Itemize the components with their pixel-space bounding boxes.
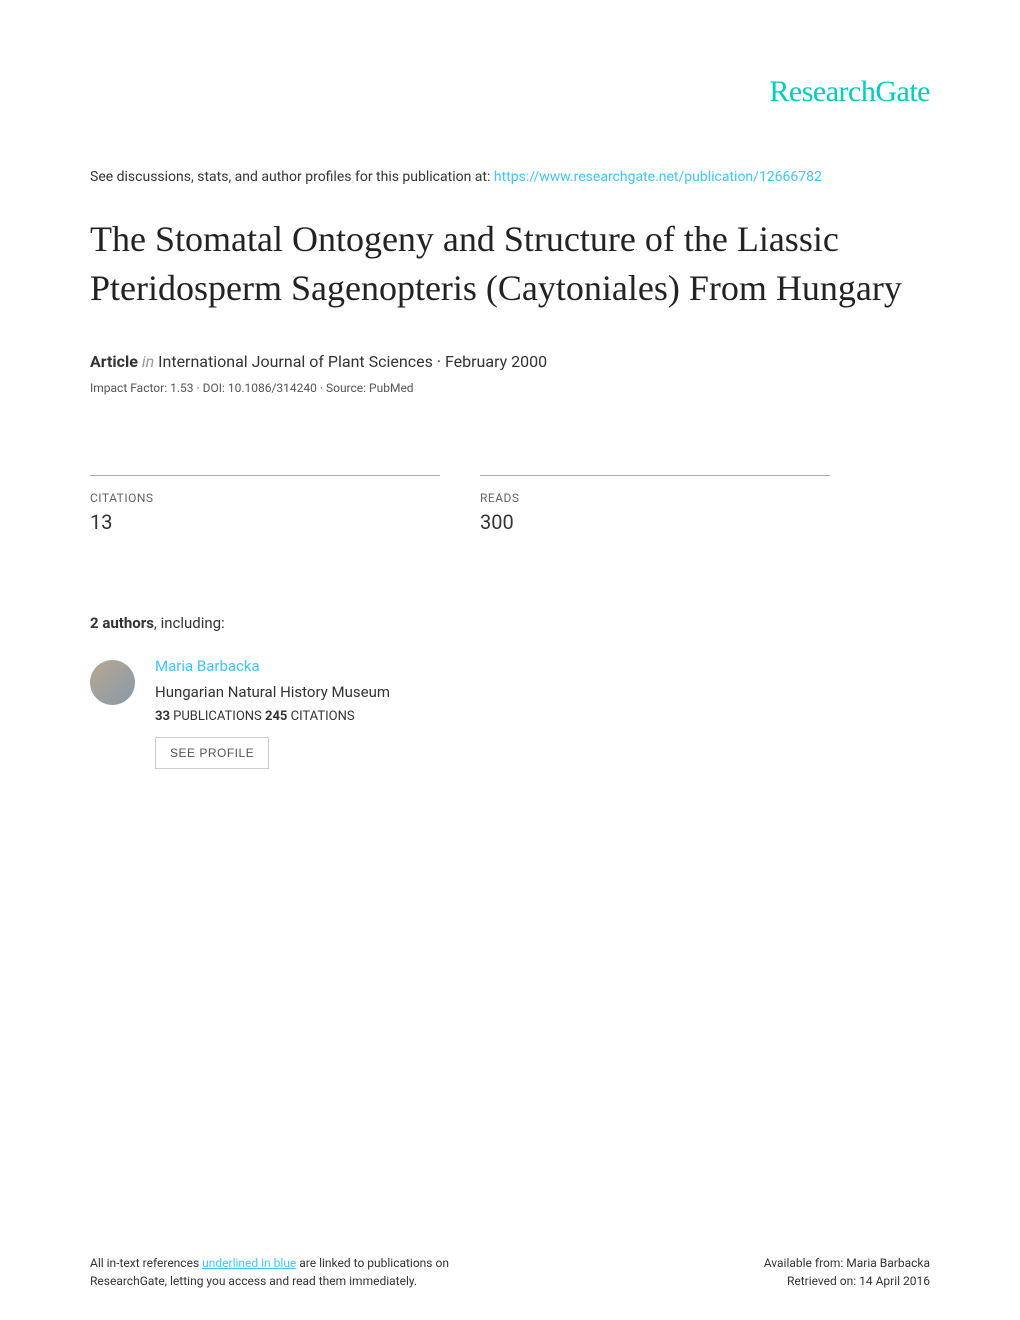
impact-line: Impact Factor: 1.53 · DOI: 10.1086/31424… <box>90 381 930 395</box>
author-stats: 33 PUBLICATIONS 245 CITATIONS <box>155 709 390 724</box>
citations-block: CITATIONS 13 <box>90 475 440 534</box>
author-info: Maria Barbacka Hungarian Natural History… <box>155 657 390 769</box>
citations-label: CITATIONS <box>90 491 440 505</box>
publications-label: PUBLICATIONS <box>170 709 265 724</box>
in-label: in <box>142 352 154 371</box>
authors-heading: 2 authors, including: <box>90 614 930 632</box>
footer-retrieved-on: Retrieved on: 14 April 2016 <box>764 1272 930 1290</box>
authors-count: 2 authors <box>90 614 154 632</box>
author-name-link[interactable]: Maria Barbacka <box>155 657 390 675</box>
reads-value: 300 <box>480 510 830 534</box>
publications-count: 33 <box>155 709 170 724</box>
author-avatar[interactable] <box>90 660 135 705</box>
see-profile-button[interactable]: SEE PROFILE <box>155 737 269 769</box>
author-block: Maria Barbacka Hungarian Natural History… <box>90 657 930 769</box>
publication-url-link[interactable]: https://www.researchgate.net/publication… <box>494 169 822 185</box>
journal-name: International Journal of Plant Sciences <box>158 352 433 371</box>
article-type: Article <box>90 352 138 371</box>
stats-row: CITATIONS 13 READS 300 <box>90 475 930 534</box>
footer-left-prefix: All in-text references <box>90 1256 202 1270</box>
footer: All in-text references underlined in blu… <box>90 1254 930 1290</box>
footer-available-from: Available from: Maria Barbacka <box>764 1254 930 1272</box>
footer-left: All in-text references underlined in blu… <box>90 1254 510 1290</box>
publication-title: The Stomatal Ontogeny and Structure of t… <box>90 215 930 312</box>
footer-right: Available from: Maria Barbacka Retrieved… <box>764 1254 930 1290</box>
reads-label: READS <box>480 491 830 505</box>
citations-label-author: CITATIONS <box>287 709 354 724</box>
citations-count: 245 <box>265 709 287 724</box>
publication-date: February 2000 <box>445 352 547 371</box>
article-meta: Article in International Journal of Plan… <box>90 352 930 371</box>
citations-value: 13 <box>90 510 440 534</box>
discussion-prefix: See discussions, stats, and author profi… <box>90 169 494 185</box>
researchgate-logo: ResearchGate <box>90 75 930 109</box>
separator-dot: · <box>437 352 445 371</box>
authors-suffix: , including: <box>154 614 225 632</box>
reads-block: READS 300 <box>480 475 830 534</box>
footer-underlined-text: underlined in blue <box>202 1256 296 1270</box>
author-affiliation: Hungarian Natural History Museum <box>155 683 390 701</box>
discussion-prefix-line: See discussions, stats, and author profi… <box>90 169 930 185</box>
